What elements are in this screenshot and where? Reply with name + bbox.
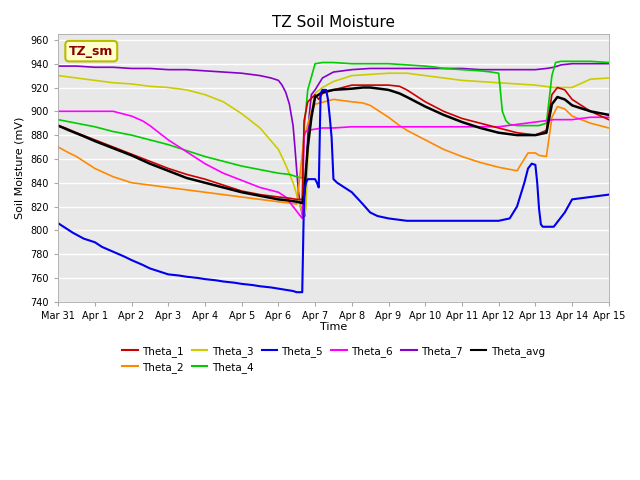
X-axis label: Time: Time <box>320 322 347 332</box>
Y-axis label: Soil Moisture (mV): Soil Moisture (mV) <box>15 117 25 219</box>
Legend: Theta_1, Theta_2, Theta_3, Theta_4, Theta_5, Theta_6, Theta_7, Theta_avg: Theta_1, Theta_2, Theta_3, Theta_4, Thet… <box>118 341 549 377</box>
Text: TZ_sm: TZ_sm <box>69 45 113 58</box>
Title: TZ Soil Moisture: TZ Soil Moisture <box>272 15 395 30</box>
